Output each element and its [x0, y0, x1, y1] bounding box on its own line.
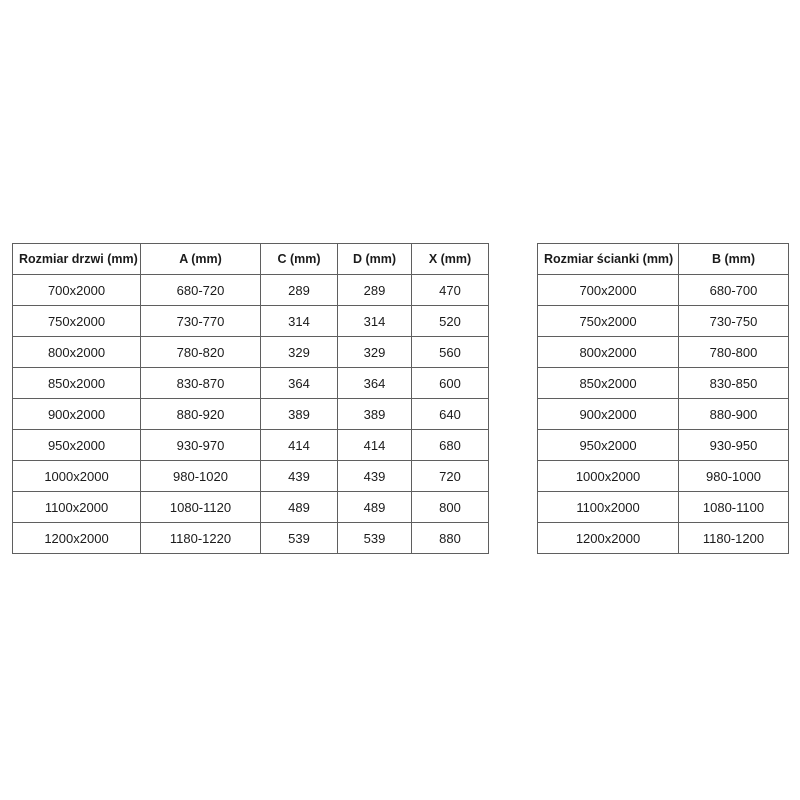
cell-door-size: 1100x2000 [12, 491, 141, 523]
cell-wall-size: 950x2000 [537, 429, 679, 461]
cell-wall-size: 900x2000 [537, 398, 679, 430]
table-row: 1100x2000 1080-1120 489 489 800 [12, 491, 489, 523]
table-row: 1200x2000 1180-1200 [537, 522, 789, 554]
cell-x: 800 [411, 491, 489, 523]
cell-door-size: 700x2000 [12, 274, 141, 306]
cell-c: 314 [260, 305, 338, 337]
column-header-wall-size: Rozmiar ścianki (mm) [537, 243, 679, 275]
cell-b: 880-900 [678, 398, 789, 430]
cell-door-size: 1000x2000 [12, 460, 141, 492]
cell-wall-size: 750x2000 [537, 305, 679, 337]
cell-b: 730-750 [678, 305, 789, 337]
cell-b: 1080-1100 [678, 491, 789, 523]
table-header-row: Rozmiar ścianki (mm) B (mm) [537, 243, 789, 275]
cell-d: 489 [337, 491, 412, 523]
cell-door-size: 1200x2000 [12, 522, 141, 554]
cell-x: 560 [411, 336, 489, 368]
cell-c: 414 [260, 429, 338, 461]
table-row: 800x2000 780-800 [537, 336, 789, 368]
cell-c: 439 [260, 460, 338, 492]
cell-d: 389 [337, 398, 412, 430]
cell-wall-size: 700x2000 [537, 274, 679, 306]
cell-c: 329 [260, 336, 338, 368]
cell-a: 930-970 [140, 429, 261, 461]
cell-a: 1180-1220 [140, 522, 261, 554]
cell-d: 364 [337, 367, 412, 399]
column-header-x: X (mm) [411, 243, 489, 275]
column-header-d: D (mm) [337, 243, 412, 275]
cell-d: 314 [337, 305, 412, 337]
table-row: 750x2000 730-750 [537, 305, 789, 337]
cell-c: 489 [260, 491, 338, 523]
column-header-a: A (mm) [140, 243, 261, 275]
table-row: 1000x2000 980-1000 [537, 460, 789, 492]
cell-door-size: 900x2000 [12, 398, 141, 430]
cell-x: 600 [411, 367, 489, 399]
cell-b: 830-850 [678, 367, 789, 399]
table-row: 950x2000 930-950 [537, 429, 789, 461]
cell-c: 539 [260, 522, 338, 554]
cell-a: 880-920 [140, 398, 261, 430]
cell-b: 780-800 [678, 336, 789, 368]
cell-door-size: 850x2000 [12, 367, 141, 399]
table-row: 850x2000 830-850 [537, 367, 789, 399]
cell-x: 520 [411, 305, 489, 337]
cell-a: 730-770 [140, 305, 261, 337]
column-header-door-size: Rozmiar drzwi (mm) [12, 243, 141, 275]
column-header-c: C (mm) [260, 243, 338, 275]
column-header-b: B (mm) [678, 243, 789, 275]
cell-b: 1180-1200 [678, 522, 789, 554]
table-header-row: Rozmiar drzwi (mm) A (mm) C (mm) D (mm) … [12, 243, 489, 275]
cell-x: 720 [411, 460, 489, 492]
cell-d: 539 [337, 522, 412, 554]
cell-a: 680-720 [140, 274, 261, 306]
cell-d: 329 [337, 336, 412, 368]
table-row: 900x2000 880-900 [537, 398, 789, 430]
cell-wall-size: 1100x2000 [537, 491, 679, 523]
cell-x: 470 [411, 274, 489, 306]
cell-a: 1080-1120 [140, 491, 261, 523]
cell-a: 780-820 [140, 336, 261, 368]
cell-c: 289 [260, 274, 338, 306]
cell-b: 930-950 [678, 429, 789, 461]
cell-a: 980-1020 [140, 460, 261, 492]
cell-a: 830-870 [140, 367, 261, 399]
cell-c: 389 [260, 398, 338, 430]
cell-x: 640 [411, 398, 489, 430]
cell-wall-size: 1200x2000 [537, 522, 679, 554]
table-row: 850x2000 830-870 364 364 600 [12, 367, 489, 399]
cell-d: 439 [337, 460, 412, 492]
table-row: 700x2000 680-720 289 289 470 [12, 274, 489, 306]
cell-wall-size: 1000x2000 [537, 460, 679, 492]
cell-wall-size: 800x2000 [537, 336, 679, 368]
table-row: 750x2000 730-770 314 314 520 [12, 305, 489, 337]
wall-size-table: Rozmiar ścianki (mm) B (mm) 700x2000 680… [537, 243, 789, 554]
cell-b: 980-1000 [678, 460, 789, 492]
table-row: 900x2000 880-920 389 389 640 [12, 398, 489, 430]
cell-d: 289 [337, 274, 412, 306]
cell-door-size: 750x2000 [12, 305, 141, 337]
cell-door-size: 800x2000 [12, 336, 141, 368]
cell-d: 414 [337, 429, 412, 461]
table-row: 800x2000 780-820 329 329 560 [12, 336, 489, 368]
cell-c: 364 [260, 367, 338, 399]
cell-b: 680-700 [678, 274, 789, 306]
table-row: 1200x2000 1180-1220 539 539 880 [12, 522, 489, 554]
cell-x: 680 [411, 429, 489, 461]
cell-x: 880 [411, 522, 489, 554]
table-row: 950x2000 930-970 414 414 680 [12, 429, 489, 461]
table-row: 1100x2000 1080-1100 [537, 491, 789, 523]
table-row: 1000x2000 980-1020 439 439 720 [12, 460, 489, 492]
table-row: 700x2000 680-700 [537, 274, 789, 306]
cell-door-size: 950x2000 [12, 429, 141, 461]
door-size-table: Rozmiar drzwi (mm) A (mm) C (mm) D (mm) … [12, 243, 489, 554]
cell-wall-size: 850x2000 [537, 367, 679, 399]
